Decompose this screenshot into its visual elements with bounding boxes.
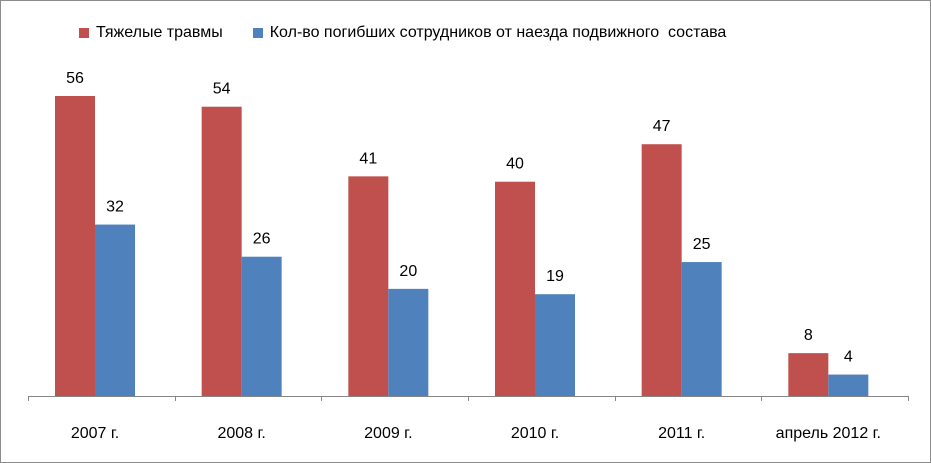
legend-item-series-1: Тяжелые травмы: [79, 24, 223, 42]
bar-s2-2: [241, 256, 282, 396]
x-tick-label-6: апрель 2012 г.: [776, 425, 881, 442]
data-label-s1-4: 40: [506, 156, 524, 173]
x-tick-label-3: 2009 г.: [364, 425, 412, 442]
bar-s1-6: [788, 353, 829, 396]
bar-s1-5: [641, 144, 682, 396]
data-label-s2-2: 26: [253, 231, 271, 248]
data-label-s2-3: 20: [399, 263, 417, 280]
bar-s2-5: [681, 262, 722, 396]
x-tick-label-4: 2010 г.: [511, 425, 559, 442]
data-label-s1-3: 41: [359, 150, 377, 167]
bar-s1-4: [495, 181, 535, 396]
x-tick-label-1: 2007 г.: [71, 425, 119, 442]
data-label-s1-5: 47: [653, 118, 671, 135]
legend-swatch-series-2: [252, 28, 263, 38]
data-label-s2-5: 25: [693, 236, 711, 253]
bar-s2-1: [95, 224, 135, 396]
bar-s1-2: [201, 106, 242, 396]
bar-s2-3: [388, 288, 429, 396]
legend-swatch-series-1: [79, 28, 89, 38]
bar-s1-3: [348, 176, 389, 396]
x-tick-label-2: 2008 г.: [217, 425, 265, 442]
legend-item-series-2: Кол-во погибших сотрудников от наезда по…: [252, 24, 727, 42]
legend-label-series-2: Кол-во погибших сотрудников от наезда по…: [269, 24, 727, 41]
bar-s2-6: [828, 374, 869, 396]
data-label-s1-1: 56: [66, 70, 84, 87]
bar-s1-1: [55, 96, 95, 396]
data-label-s1-2: 54: [213, 81, 231, 98]
legend: Тяжелые травмы Кол-во погибших сотрудник…: [79, 21, 756, 45]
x-tick-label-5: 2011 г.: [658, 425, 705, 442]
data-label-s2-6: 4: [844, 349, 853, 366]
data-label-s2-4: 19: [546, 268, 564, 285]
legend-label-series-1: Тяжелые травмы: [96, 24, 223, 41]
bar-s2-4: [535, 294, 575, 396]
data-label-s2-1: 32: [106, 199, 124, 216]
data-label-s1-6: 8: [804, 327, 813, 344]
